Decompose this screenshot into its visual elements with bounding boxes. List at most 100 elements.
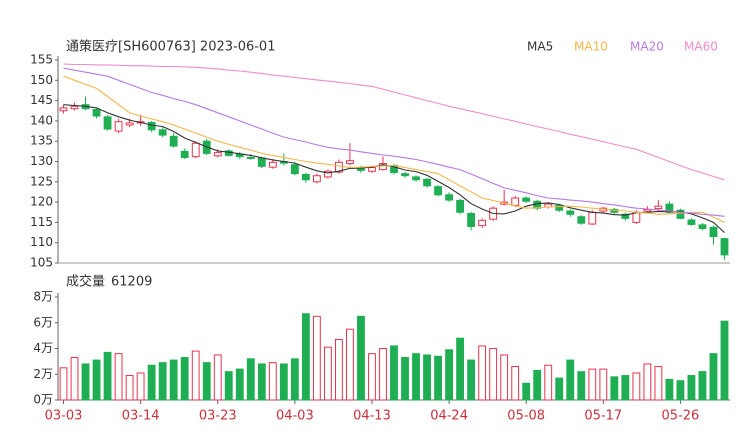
- chart-title: 通策医疗[SH600763] 2023-06-01: [66, 39, 275, 55]
- volume-bar: [698, 371, 707, 401]
- volume-bar: [290, 358, 299, 401]
- volume-bar: [158, 362, 167, 401]
- volume-bar: [136, 372, 145, 401]
- volume-bar: [533, 369, 542, 401]
- volume-bar: [235, 368, 244, 401]
- candle-body: [301, 173, 310, 181]
- candle-body: [676, 209, 685, 219]
- volume-bar: [224, 371, 233, 401]
- volume-bar: [720, 320, 729, 401]
- volume-bar: [423, 354, 431, 401]
- y-tick-label: 0万: [33, 393, 53, 407]
- candle-body: [312, 175, 321, 183]
- legend-label: MA10: [574, 40, 608, 54]
- y-tick-label: 120: [30, 195, 53, 209]
- candle-body: [147, 122, 156, 131]
- candle-body: [213, 152, 222, 157]
- y-tick-label: 115: [30, 215, 53, 229]
- volume-bar: [401, 357, 409, 401]
- volume-bar: [70, 357, 79, 401]
- y-tick-label: 145: [30, 93, 53, 107]
- volume-bar: [588, 368, 597, 401]
- y-tick-label: 155: [30, 53, 53, 67]
- volume-bar: [279, 363, 288, 401]
- candle-body: [70, 105, 79, 110]
- volume-bar: [511, 366, 520, 401]
- volume-bar: [621, 375, 630, 401]
- volume-bar: [544, 364, 553, 401]
- volume-bar: [180, 357, 189, 401]
- candle-body: [720, 238, 729, 256]
- candle-body: [709, 226, 718, 238]
- volume-bar: [709, 353, 718, 401]
- volume-bar: [257, 363, 266, 401]
- candle-body: [434, 186, 442, 196]
- volume-bar: [81, 363, 90, 401]
- y-tick-label: 6万: [33, 315, 53, 329]
- candle-body: [478, 219, 487, 227]
- volume-bar: [643, 363, 652, 401]
- y-tick-label: 8万: [33, 290, 53, 304]
- volume-bar: [599, 368, 608, 401]
- candle-body: [191, 142, 200, 158]
- candle-body: [588, 211, 597, 225]
- y-tick-label: 4万: [33, 341, 53, 355]
- volume-bar: [114, 353, 123, 401]
- legend-label: MA60: [684, 40, 718, 54]
- candle-body: [268, 161, 277, 168]
- candle-body: [456, 199, 465, 213]
- candle-body: [401, 173, 409, 177]
- candle-body: [103, 116, 112, 130]
- ma-line: [63, 75, 725, 223]
- y-tick-label: 140: [30, 113, 53, 127]
- volume-bar: [632, 372, 641, 401]
- volume-bar: [478, 345, 487, 401]
- x-tick-label: 04-13: [353, 409, 391, 424]
- legend-label: MA20: [630, 40, 664, 54]
- ma-line: [63, 104, 725, 234]
- volume-bar: [357, 315, 365, 401]
- candle-body: [180, 150, 189, 158]
- candle-body: [346, 160, 354, 165]
- volume-bar: [390, 345, 398, 401]
- x-tick-label: 05-17: [584, 409, 622, 424]
- candle-body: [323, 170, 332, 178]
- y-tick-label: 135: [30, 134, 53, 148]
- volume-bar: [125, 375, 134, 401]
- candle-body: [698, 224, 707, 229]
- volume-bar: [577, 371, 586, 401]
- volume-bar: [445, 349, 453, 401]
- volume-bar: [246, 358, 255, 401]
- volume-bar: [555, 377, 564, 401]
- candle-body: [412, 176, 420, 181]
- volume-bar: [467, 359, 476, 401]
- volume-bar: [213, 354, 222, 401]
- volume-bar: [676, 380, 685, 401]
- y-tick-label: 125: [30, 174, 53, 188]
- volume-bar: [500, 354, 509, 401]
- candle-body: [169, 135, 178, 147]
- volume-bar: [654, 366, 663, 401]
- candle-body: [125, 122, 134, 126]
- volume-latest: 61209: [111, 275, 152, 290]
- candle-body: [246, 156, 255, 159]
- volume-bar: [346, 328, 354, 401]
- y-tick-label: 2万: [33, 367, 53, 381]
- candle-body: [555, 204, 564, 211]
- x-tick-label: 04-24: [430, 409, 468, 424]
- volume-bar: [59, 367, 68, 401]
- x-tick-label: 05-08: [507, 409, 545, 424]
- candle-body: [687, 219, 696, 225]
- legend-label: MA5: [527, 40, 553, 54]
- ma-line: [63, 67, 725, 217]
- volume-bar: [335, 338, 343, 401]
- candle-body: [511, 197, 520, 206]
- volume-bar: [489, 348, 498, 401]
- volume-bar: [147, 364, 156, 401]
- candle-body: [654, 205, 663, 210]
- candle-body: [368, 167, 376, 172]
- candle-body: [290, 164, 299, 175]
- volume-bar: [191, 350, 200, 401]
- x-tick-label: 03-14: [122, 409, 160, 424]
